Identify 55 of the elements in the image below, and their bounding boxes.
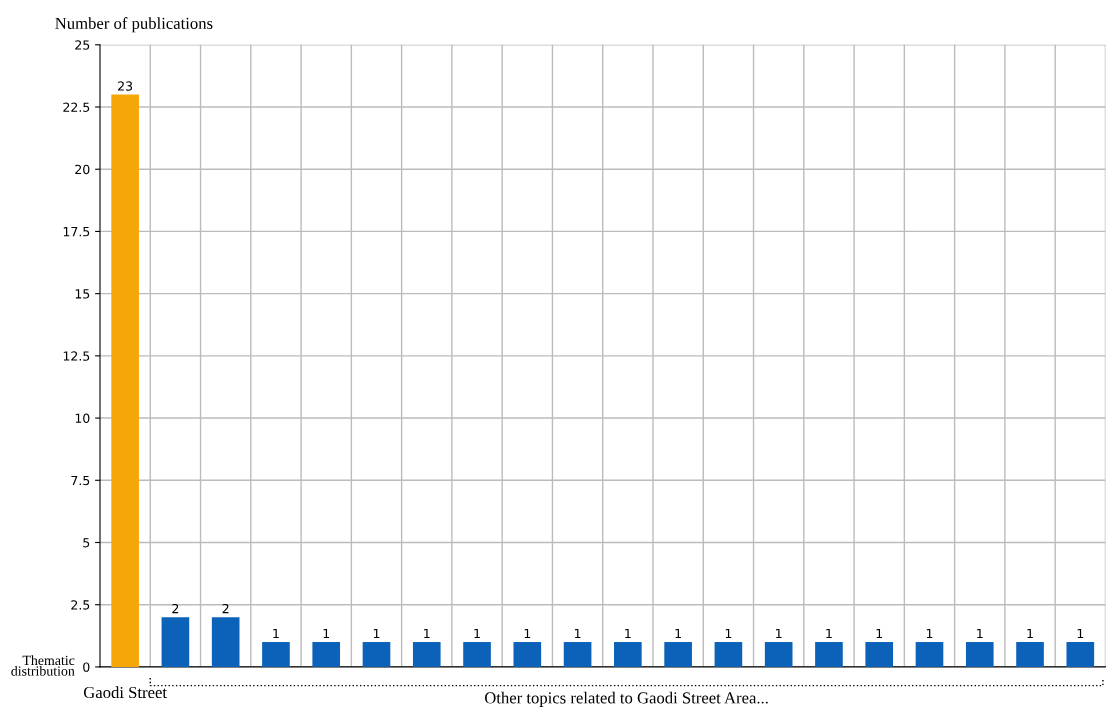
bar	[815, 642, 843, 667]
data-label: 1	[474, 628, 480, 639]
bar	[714, 642, 743, 667]
bar	[915, 642, 944, 667]
y-tick-label: 15	[75, 289, 90, 299]
y-tick-label: 7.5	[71, 475, 90, 486]
y-tick-label: 0	[83, 662, 90, 672]
bar	[463, 642, 491, 667]
data-label: 1	[977, 628, 983, 639]
y-tick-label: 17.5	[63, 227, 90, 237]
y-tick-label: 20	[75, 164, 90, 175]
data-label: 23	[118, 81, 133, 91]
data-label: 1	[826, 628, 832, 639]
data-label: 1	[574, 628, 581, 639]
text: Other topics related to Gaodi Street Area...	[484, 691, 768, 707]
bar	[664, 642, 692, 667]
data-label: 1	[273, 628, 279, 639]
bar	[262, 642, 290, 667]
data-label: 1	[373, 628, 380, 639]
y-tick-label: 5	[83, 538, 90, 548]
y-tick-label: 22.5	[63, 102, 90, 112]
bar	[865, 642, 894, 667]
bar	[1016, 642, 1044, 667]
data-label: 1	[1077, 628, 1084, 639]
data-label: 2	[222, 603, 229, 614]
data-label: 1	[524, 628, 531, 639]
x-axis-title: Thematic distribution	[11, 655, 75, 676]
bar	[965, 642, 994, 667]
data-label: 1	[926, 628, 933, 639]
data-label: 1	[675, 628, 681, 639]
x-tick-label: Gaodi Street	[83, 686, 167, 699]
data-label: 1	[323, 628, 330, 639]
data-label: 1	[776, 628, 782, 639]
data-label: 1	[876, 628, 883, 639]
bar	[764, 642, 793, 667]
y-axis-title: Number of publications	[55, 17, 213, 33]
data-label: 2	[172, 603, 179, 614]
bar	[161, 617, 190, 667]
y-tick-label: 25	[75, 40, 90, 50]
bar	[362, 642, 391, 667]
data-label: 1	[625, 628, 631, 639]
bar	[614, 642, 642, 667]
y-tick-label: 10	[75, 413, 90, 423]
bar	[312, 642, 341, 667]
y-tick-label: 2.5	[71, 600, 90, 610]
bar	[513, 642, 542, 667]
bar	[211, 617, 240, 667]
data-label: 1	[725, 628, 732, 639]
y-tick-label: 12.5	[63, 351, 90, 361]
bar	[412, 642, 441, 667]
data-label: 1	[1027, 628, 1033, 639]
bar	[1066, 642, 1095, 667]
bar	[111, 94, 139, 667]
data-label: 1	[424, 628, 430, 639]
bar	[563, 642, 592, 667]
